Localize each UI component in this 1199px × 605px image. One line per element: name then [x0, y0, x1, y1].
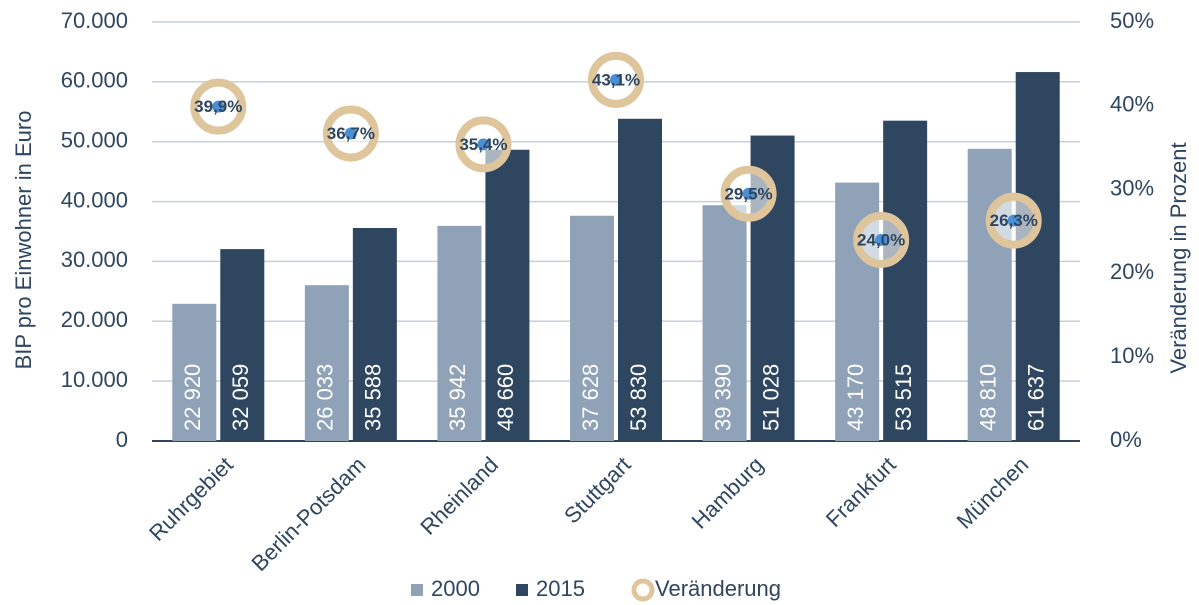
- bar: [352, 227, 397, 441]
- change-dot: [610, 73, 622, 86]
- x-tick-label: Stuttgart: [559, 452, 635, 528]
- x-tick-label: Berlin-Potsdam: [246, 452, 370, 576]
- x-tick-label: Ruhrgebiet: [144, 452, 238, 546]
- y2-tick-label: 0%: [1110, 427, 1142, 452]
- y2-tick-label: 20%: [1110, 259, 1154, 284]
- y2-tick-label: 10%: [1110, 343, 1154, 368]
- bar-value-label: 48 810: [976, 364, 1001, 431]
- bar-value-label: 51 028: [758, 364, 783, 431]
- change-dot: [875, 233, 888, 246]
- bar-value-label: 26 033: [313, 364, 338, 431]
- change-dot: [742, 187, 755, 200]
- y-tick-label: 40.000: [61, 187, 128, 212]
- change-dot: [477, 138, 490, 151]
- bar-value-label: 53 830: [626, 364, 651, 431]
- bar-value-label: 61 637: [1024, 364, 1049, 431]
- legend-marker: [631, 578, 655, 602]
- y2-tick-label: 30%: [1110, 175, 1154, 200]
- bar-value-label: 48 660: [493, 364, 518, 431]
- bar-value-label: 43 170: [843, 364, 868, 431]
- legend-label: 2000: [431, 576, 480, 601]
- bar-value-label: 35 942: [445, 364, 470, 431]
- bar: [1015, 72, 1060, 441]
- legend-label: 2015: [536, 576, 585, 601]
- bar: [172, 303, 217, 441]
- y2-tick-label: 40%: [1110, 92, 1154, 117]
- bar-value-label: 53 515: [891, 364, 916, 431]
- change-label: 35,4%: [459, 135, 507, 154]
- x-tick-label: Hamburg: [687, 452, 769, 534]
- y-tick-label: 50.000: [61, 128, 128, 153]
- bar-value-label: 32 059: [228, 364, 253, 431]
- bar: [485, 149, 530, 441]
- change-label: 26,3%: [990, 211, 1038, 230]
- legend-marker: [516, 584, 528, 596]
- y2-axis-label: Veränderung in Prozent: [1166, 142, 1191, 373]
- x-tick-label: München: [952, 452, 1034, 534]
- y-tick-label: 60.000: [61, 68, 128, 93]
- y2-tick-label: 50%: [1110, 8, 1154, 33]
- bar-value-label: 39 390: [710, 364, 735, 431]
- bar: [220, 249, 265, 441]
- bar: [618, 118, 662, 441]
- x-tick-label: Rheinland: [415, 452, 503, 540]
- change-label: 36,7%: [327, 124, 375, 143]
- bar-value-label: 22 920: [180, 364, 205, 431]
- change-label: 43,1%: [592, 70, 640, 89]
- x-tick-label: Frankfurt: [821, 452, 901, 532]
- change-dot: [1007, 214, 1020, 227]
- y-tick-label: 30.000: [61, 247, 128, 272]
- y-tick-label: 0: [116, 427, 128, 452]
- bar: [883, 120, 928, 441]
- y-tick-label: 10.000: [61, 367, 128, 392]
- change-label: 24,0%: [857, 230, 905, 249]
- bar-value-label: 37 628: [578, 364, 603, 431]
- legend-label: Veränderung: [655, 576, 781, 601]
- change-label: 39,9%: [194, 97, 242, 116]
- change-dot: [212, 100, 225, 113]
- bar: [702, 205, 747, 441]
- y-tick-label: 20.000: [61, 307, 128, 332]
- y-axis-label: BIP pro Einwohner in Euro: [11, 111, 36, 370]
- bar: [304, 285, 349, 441]
- bar: [437, 225, 482, 441]
- bar: [570, 215, 614, 441]
- change-dot: [344, 127, 357, 140]
- y-tick-label: 70.000: [61, 8, 128, 33]
- legend-marker: [411, 584, 423, 596]
- change-label: 29,5%: [724, 184, 772, 203]
- bar-value-label: 35 588: [361, 364, 386, 431]
